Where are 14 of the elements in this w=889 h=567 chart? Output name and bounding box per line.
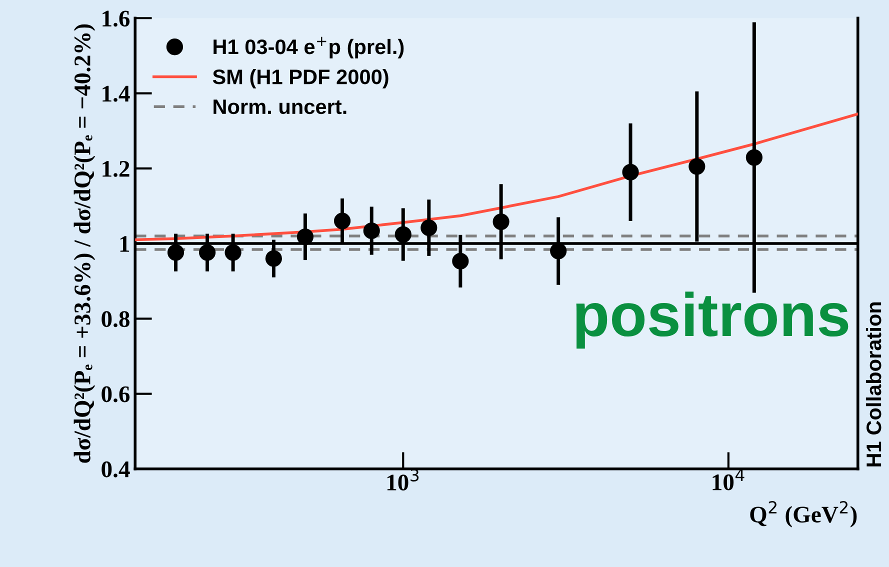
y-axis-title: dσ/dQ²(Pₑ = +33.6%) / dσ/dQ²(Pₑ = −40.2%) [74, 24, 96, 463]
x-axis-title: Q$^{2}$ (GeV$^{2}$) [750, 501, 857, 528]
legend-label: Norm. uncert. [214, 100, 346, 114]
y-tick-label: 0.8 [102, 311, 130, 328]
legend-label: SM (H1 PDF 2000) [212, 68, 388, 88]
y-tick-label: 1 [120, 236, 130, 252]
y-tick-label: 0.4 [102, 461, 130, 478]
y-tick-label: 1.6 [102, 10, 130, 27]
y-tick-label: 1.4 [102, 86, 130, 102]
text: H1 Collaboration [866, 302, 882, 466]
annotation: positrons [576, 292, 848, 349]
y-tick-label: 1.2 [102, 160, 130, 177]
y-tick-label: 0.6 [102, 386, 130, 402]
legend-label: H1 03-04 e$^{+}$p (prel.) [214, 36, 404, 58]
